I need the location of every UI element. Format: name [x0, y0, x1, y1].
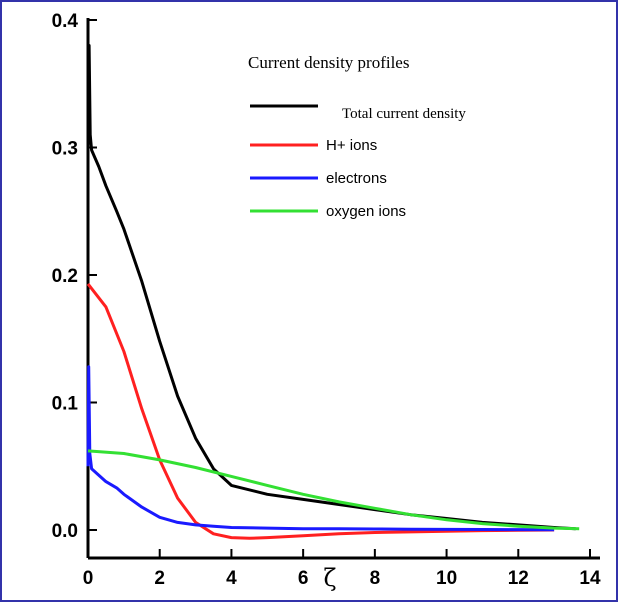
legend-label-electrons: electrons — [326, 170, 387, 187]
legend: Current density profiles Total current d… — [248, 53, 466, 220]
x-tick-label: 4 — [226, 568, 237, 589]
x-axis-label: ζ — [323, 564, 336, 592]
series-layer — [86, 44, 580, 540]
series-line-electrons — [86, 365, 555, 532]
x-tick-label: 8 — [370, 568, 381, 589]
x-tick-label: 0 — [83, 568, 94, 589]
x-tick-label: 14 — [579, 568, 601, 589]
legend-label-oxygen: oxygen ions — [326, 203, 406, 220]
series-line-hplus — [86, 282, 555, 540]
y-tick-label: 0.4 — [52, 11, 79, 32]
series-line-oxygen — [87, 449, 580, 531]
x-tick-label: 6 — [298, 568, 309, 589]
y-ticks: 0.0 0.1 0.2 0.3 0.4 — [52, 11, 97, 542]
legend-label-total: Total current density — [342, 106, 466, 122]
legend-label-hplus: H+ ions — [326, 137, 377, 154]
x-tick-label: 10 — [436, 568, 457, 589]
y-tick-label: 0.3 — [52, 139, 78, 160]
x-tick-label: 12 — [508, 568, 529, 589]
x-tick-label: 2 — [154, 568, 165, 589]
y-tick-label: 0.0 — [52, 521, 78, 542]
x-ticks: 0 2 4 6 8 10 12 14 — [83, 549, 601, 589]
y-tick-label: 0.2 — [52, 266, 78, 287]
legend-title: Current density profiles — [248, 53, 409, 72]
y-tick-label: 0.1 — [52, 394, 79, 415]
